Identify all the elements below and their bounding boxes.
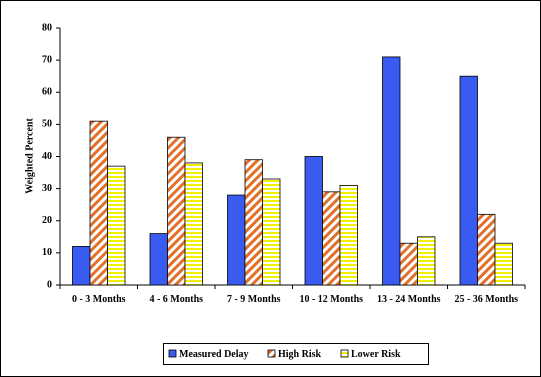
- legend-label: Lower Risk: [351, 349, 401, 360]
- y-axis-label: Weighted Percent: [24, 118, 35, 194]
- x-tick-label: 10 - 12 Months: [299, 294, 364, 305]
- x-tick-label: 0 - 3 Months: [71, 294, 126, 305]
- bar: [322, 191, 341, 286]
- y-tick-label: 80: [42, 22, 52, 33]
- x-tick-label: 25 - 36 Months: [454, 294, 519, 305]
- y-tick-label: 0: [47, 279, 52, 290]
- bar: [339, 185, 358, 286]
- y-tick-label: 30: [42, 183, 52, 194]
- legend-swatch: [168, 349, 177, 358]
- legend-label: High Risk: [278, 349, 322, 360]
- x-tick-label: 13 - 24 Months: [376, 294, 441, 305]
- x-tick-label: 4 - 6 Months: [149, 294, 204, 305]
- bar: [149, 233, 168, 286]
- y-tick-label: 20: [42, 215, 52, 226]
- bar: [477, 213, 496, 286]
- bar: [227, 194, 246, 286]
- bar: [399, 242, 418, 286]
- legend-label: Measured Delay: [179, 349, 249, 360]
- legend-box: [163, 343, 429, 365]
- y-tick-label: 40: [42, 151, 52, 162]
- bar: [382, 56, 401, 286]
- y-tick-label: 10: [42, 247, 52, 258]
- x-tick-label: 7 - 9 Months: [226, 294, 281, 305]
- bar: [72, 246, 91, 286]
- legend-swatch: [340, 349, 349, 358]
- bar: [459, 75, 478, 286]
- y-tick-label: 60: [42, 87, 52, 98]
- bar: [417, 236, 436, 286]
- bar: [167, 136, 186, 286]
- bar: [304, 156, 323, 286]
- bar: [184, 162, 203, 286]
- bar: [244, 159, 263, 286]
- bar: [262, 178, 281, 286]
- bar: [494, 242, 513, 286]
- y-tick-label: 50: [42, 119, 52, 130]
- legend-swatch: [267, 349, 276, 358]
- bar: [89, 120, 108, 286]
- bar: [107, 165, 126, 286]
- y-tick-label: 70: [42, 54, 52, 65]
